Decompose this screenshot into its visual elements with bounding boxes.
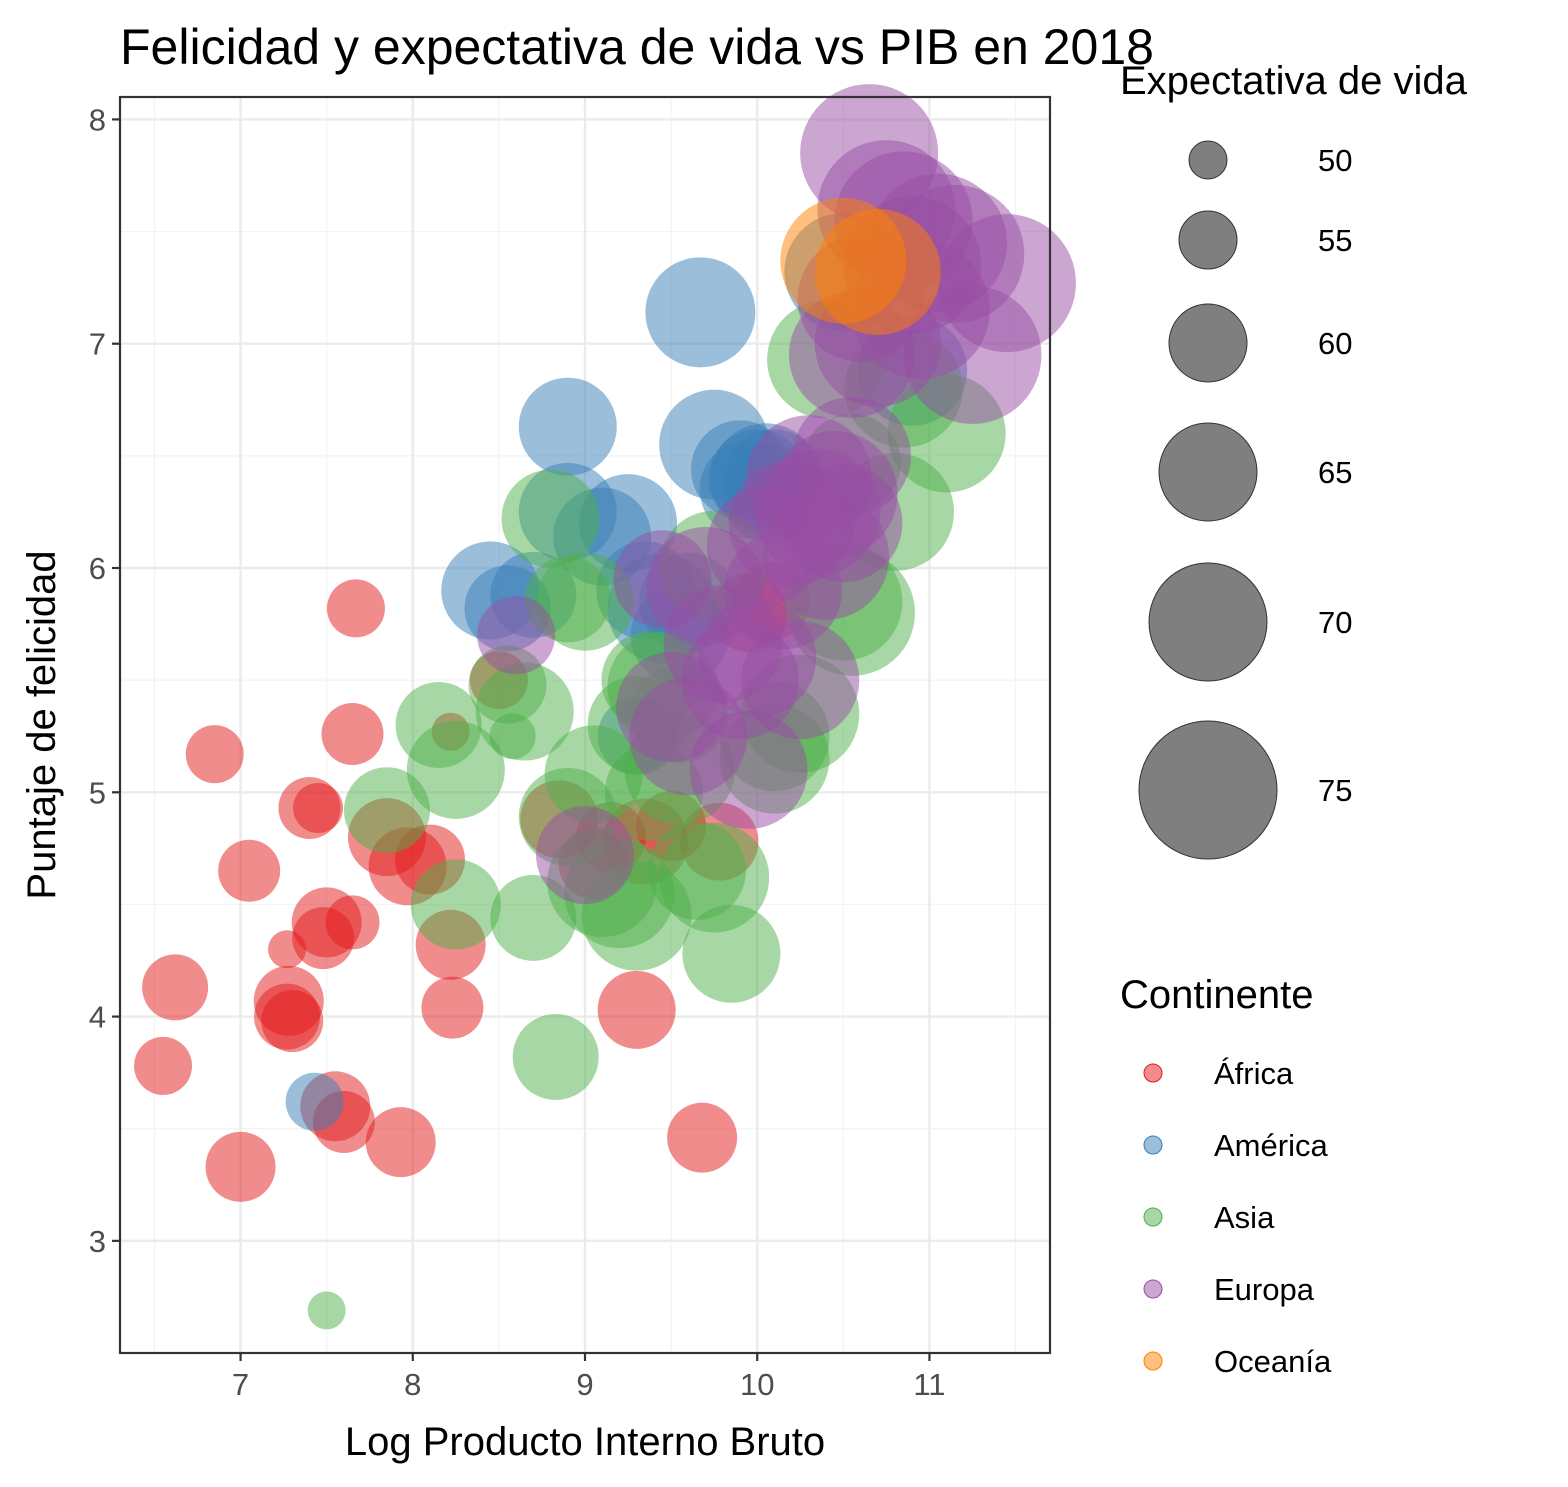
data-point [365,1107,436,1178]
size-legend-key [1138,720,1278,860]
color-legend-title: Continente [1120,973,1313,1017]
x-tick-label: 8 [404,1367,421,1402]
chart-title: Felicidad y expectativa de vida vs PIB e… [120,19,1154,75]
data-point [326,579,385,638]
size-legend-key [1188,140,1228,180]
data-point [406,720,505,819]
data-point [512,1013,599,1100]
y-tick-label: 6 [89,551,106,586]
data-point [134,1036,193,1095]
size-legend-label: 65 [1318,455,1352,490]
data-point [937,214,1076,353]
data-point [218,839,281,902]
size-legend: Expectativa de vida 50 55 60 65 70 75 [1120,59,1468,860]
data-point [741,621,860,740]
size-legend-label: 70 [1318,605,1352,640]
data-point [343,767,430,854]
y-tick-label: 4 [89,1000,106,1035]
x-tick-labels: 7 8 9 10 11 [232,1367,946,1402]
size-legend-key [1158,422,1258,522]
color-legend-key [1143,1351,1163,1371]
data-points [134,84,1076,1330]
data-point [501,469,600,568]
color-legend-keys [1143,1063,1163,1371]
color-legend-label: África [1214,1056,1294,1091]
color-legend-key [1143,1207,1163,1227]
data-point [597,970,676,1049]
x-tick-label: 10 [740,1367,774,1402]
x-tick-label: 9 [576,1367,593,1402]
data-point [421,976,484,1039]
data-point [536,806,634,905]
axis-ticks [112,118,931,1361]
data-point [659,822,770,933]
size-legend-keys [1138,140,1278,860]
y-tick-label: 5 [89,775,106,810]
color-legend-key [1143,1063,1163,1083]
y-tick-labels: 3 4 5 6 7 8 [89,102,106,1258]
color-legend-label: Oceanía [1214,1344,1332,1379]
size-legend-label: 55 [1318,223,1352,258]
size-legend-label: 75 [1318,773,1352,808]
color-legend-label: América [1214,1128,1328,1163]
size-legend-label: 50 [1318,143,1352,178]
size-legend-title: Expectativa de vida [1120,59,1468,103]
data-point [536,552,634,651]
data-point [689,710,808,829]
data-point [784,464,903,583]
color-legend: Continente África América Asia Europa Oc… [1120,973,1332,1379]
size-legend-key [1168,303,1248,383]
y-tick-label: 3 [89,1224,106,1259]
data-point [142,954,209,1021]
data-point [667,1102,738,1173]
data-point [285,1072,344,1131]
color-legend-key [1143,1279,1163,1299]
data-point [293,782,344,833]
size-legend-label: 60 [1318,326,1352,361]
data-point [475,662,574,761]
data-point [477,596,556,675]
color-legend-label: Europa [1214,1272,1315,1307]
data-point [205,1131,276,1202]
data-point [410,859,501,950]
data-point [682,904,781,1003]
y-axis-title: Puntaje de felicidad [20,550,64,899]
y-tick-label: 7 [89,327,106,362]
color-legend-key [1143,1135,1163,1155]
data-point [307,1291,346,1330]
x-axis-title: Log Producto Interno Bruto [345,1420,825,1464]
data-point [814,208,941,335]
data-point [645,257,756,368]
size-legend-key [1148,562,1268,682]
x-tick-label: 7 [232,1367,249,1402]
y-tick-label: 8 [89,102,106,137]
x-tick-label: 11 [913,1367,945,1402]
size-legend-key [1178,210,1238,270]
data-point [321,702,384,765]
data-point [185,725,244,784]
color-legend-label: Asia [1214,1200,1275,1235]
data-point [261,990,324,1053]
data-point [325,895,380,950]
data-point [518,377,617,476]
